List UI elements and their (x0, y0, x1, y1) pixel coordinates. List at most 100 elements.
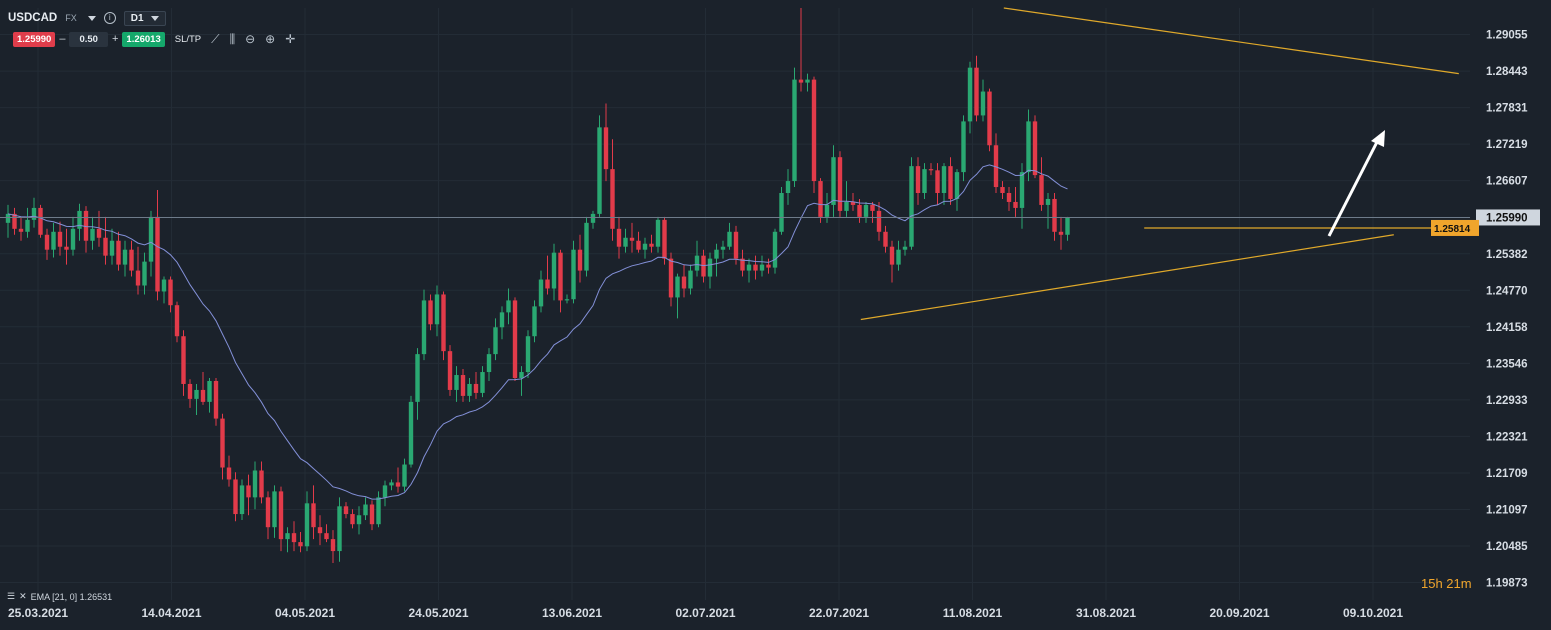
price-axis-label: 1.22321 (1486, 431, 1528, 443)
candle-body (109, 240, 115, 256)
candle-body (701, 255, 706, 277)
timeframe-select[interactable]: D1 (123, 10, 166, 26)
decrease-volume-button[interactable]: – (59, 33, 66, 45)
candle-body (330, 539, 336, 552)
symbol-bar: USDCAD FX i D1 (8, 8, 166, 28)
price-axis-label: 1.21097 (1486, 504, 1528, 516)
candle-body (64, 246, 69, 250)
price-axis-label: 1.27219 (1486, 139, 1528, 151)
support-trendline (860, 234, 1394, 321)
price-axis-label: 1.24770 (1486, 285, 1528, 297)
date-axis-label: 14.04.2021 (141, 606, 201, 620)
candle-body (408, 401, 414, 465)
info-icon[interactable]: i (103, 12, 116, 24)
candle-body (1006, 193, 1012, 202)
candles-icon[interactable]: ⫼ (229, 31, 236, 46)
chevron-down-icon (150, 15, 159, 21)
date-axis-label: 04.05.2021 (275, 606, 335, 620)
candle-body (779, 193, 784, 232)
candle-body (70, 228, 76, 250)
candle-body (798, 79, 804, 83)
candle-body (662, 219, 667, 259)
price-axis-label: 1.22933 (1486, 395, 1528, 407)
candle-body (5, 213, 11, 223)
candle-body (207, 380, 212, 402)
price-axis-label: 1.27831 (1486, 103, 1528, 115)
candle-countdown: 15h 21m (1421, 576, 1472, 591)
candle-body (909, 166, 914, 247)
candle-body (506, 300, 511, 313)
candle-body (168, 279, 173, 306)
buy-price-button[interactable]: 1.26013 (122, 31, 165, 47)
remove-indicator-icon[interactable]: ✕ (19, 591, 27, 601)
candle-body (967, 67, 973, 122)
current-price-label: 1.25990 (1486, 212, 1528, 224)
candle-body (246, 485, 251, 498)
date-axis-label: 25.03.2021 (8, 606, 68, 620)
sltp-button[interactable]: SL/TP (174, 33, 202, 45)
candle-body (649, 243, 654, 247)
candle-body (1013, 201, 1018, 208)
candle-body (187, 383, 193, 399)
candle-body (155, 216, 160, 292)
candle-body (837, 157, 843, 211)
candle-body (753, 264, 758, 271)
candle-body (766, 264, 771, 268)
candle-body (1019, 172, 1025, 208)
candle-body (629, 237, 635, 241)
candle-body (31, 207, 37, 220)
candle-body (597, 127, 602, 214)
crosshair-icon[interactable]: ✛ (285, 32, 296, 46)
candle-body (746, 264, 752, 271)
indicator-label[interactable]: EMA [21, 0] 1.26531 (30, 591, 113, 602)
candle-body (161, 279, 167, 292)
candle-body (90, 228, 95, 241)
candle-body (831, 157, 836, 205)
indicator-list-icon[interactable]: ☰ (7, 591, 16, 601)
candle-body (350, 514, 355, 525)
up-arrow-head (1371, 130, 1385, 147)
volume-input[interactable]: 0.50 (69, 31, 108, 47)
candle-body (1045, 198, 1051, 205)
candle-body (142, 261, 147, 286)
increase-volume-button[interactable]: + (111, 33, 119, 45)
candle-body (805, 79, 810, 83)
current-price-tag (1476, 209, 1540, 226)
candle-body (584, 222, 589, 271)
candle-body (12, 213, 17, 229)
price-axis-label: 1.23546 (1486, 358, 1528, 370)
candle-body (376, 497, 381, 525)
candle-body (356, 515, 362, 525)
candle-body (571, 249, 576, 300)
candle-body (213, 380, 219, 419)
symbol-dropdown-icon[interactable] (87, 15, 96, 21)
candle-body (954, 172, 960, 199)
symbol-name[interactable]: USDCAD (8, 12, 58, 24)
candle-body (304, 503, 310, 547)
candle-body (720, 246, 726, 250)
candle-body (987, 91, 992, 146)
candle-body (174, 305, 180, 337)
date-axis-label: 02.07.2021 (675, 606, 735, 620)
trade-bar: 1.25990 – 0.50 + 1.26013 SL/TP ⟋ ⫼ ⊖ ⊕ ✛ (13, 31, 295, 47)
candle-body (421, 300, 427, 355)
line-chart-icon[interactable]: ⟋ (211, 31, 220, 46)
candle-body (285, 533, 290, 540)
ema-line (7, 164, 1068, 500)
candle-body (148, 216, 154, 262)
candle-body (545, 279, 550, 289)
zoom-out-icon[interactable]: ⊖ (245, 32, 256, 46)
candle-body (18, 228, 24, 232)
zoom-in-icon[interactable]: ⊕ (265, 32, 276, 46)
candle-body (675, 276, 680, 298)
candle-body (480, 372, 485, 393)
candle-body (850, 201, 856, 205)
sell-price-button[interactable]: 1.25990 (13, 31, 56, 47)
candle-body (883, 231, 888, 247)
level-price-tag (1431, 219, 1479, 236)
candle-body (512, 300, 518, 378)
candle-body (103, 237, 108, 256)
candle-body (863, 204, 869, 217)
